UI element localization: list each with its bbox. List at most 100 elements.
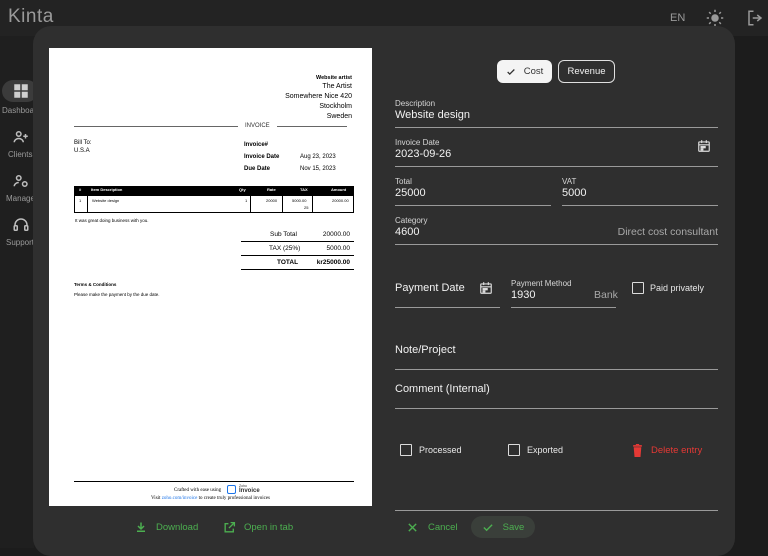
- divider: [74, 126, 238, 127]
- divider: [277, 126, 347, 127]
- invoice-preview[interactable]: Website artist The Artist Somewhere Nice…: [49, 48, 372, 506]
- row-qty: 1: [245, 198, 248, 203]
- processed-label: Processed: [419, 445, 462, 455]
- seller-country: Sweden: [326, 113, 352, 120]
- category-description: Direct cost consultant: [617, 226, 718, 238]
- footer-divider: [74, 481, 354, 482]
- column-header: Rate: [267, 187, 276, 192]
- footer-visit: Visit zoho.com/invoice to create truly p…: [151, 496, 270, 501]
- note-underline: [395, 369, 718, 370]
- exported-label: Exported: [527, 445, 564, 455]
- comment-input[interactable]: Comment (Internal): [395, 383, 490, 395]
- tax-value: 5000.00: [326, 245, 351, 252]
- table-header: [74, 186, 354, 195]
- logout-icon[interactable]: [746, 9, 764, 27]
- vat-underline: [562, 205, 718, 206]
- invoice-heading: INVOICE: [245, 123, 270, 129]
- type-cost-button[interactable]: Cost: [497, 60, 552, 83]
- payment-date-underline: [395, 307, 500, 308]
- row-tax: 5000.00: [292, 198, 307, 203]
- divider: [241, 255, 354, 256]
- trash-icon: [633, 443, 642, 457]
- subtotal-label: Sub Total: [270, 231, 297, 238]
- category-label: Category: [395, 216, 428, 225]
- due-date-value: Nov 15, 2023: [300, 166, 336, 172]
- manage-icon: [13, 175, 28, 187]
- open-external-icon: [224, 521, 236, 533]
- row-description: Website design: [92, 198, 120, 203]
- exported-checkbox[interactable]: [508, 444, 520, 456]
- invoice-date-value: Aug 23, 2023: [300, 154, 336, 160]
- payment-date-input[interactable]: Payment Date: [395, 282, 465, 294]
- seller-contact: The Artist: [322, 83, 352, 90]
- divider: [241, 269, 354, 270]
- sidebar-item-label: Manage: [6, 194, 35, 203]
- column-header: Qty: [239, 187, 246, 192]
- total-label: Total: [395, 177, 412, 186]
- language-selector[interactable]: EN: [670, 12, 686, 24]
- comment-underline: [395, 408, 718, 409]
- download-button[interactable]: Download: [135, 519, 198, 535]
- row-rate: 20000: [266, 198, 278, 203]
- calendar-icon[interactable]: [479, 281, 493, 295]
- footer-crafted: Crafted with ease using: [174, 488, 222, 493]
- entry-form: Cost Revenue Description Website design …: [395, 26, 735, 556]
- seller-name: Website artist: [316, 75, 352, 81]
- tax-label: TAX (25%): [269, 245, 301, 252]
- calendar-icon[interactable]: [697, 139, 711, 153]
- form-bottom-divider: [395, 510, 718, 511]
- footer-link[interactable]: zoho.com/invoice: [161, 496, 198, 501]
- description-label: Description: [395, 99, 436, 108]
- subtotal-value: 20000.00: [322, 231, 350, 238]
- entry-modal: Website artist The Artist Somewhere Nice…: [33, 26, 735, 556]
- description-input[interactable]: Website design: [395, 109, 471, 121]
- column-header: TAX: [300, 187, 308, 192]
- column-header: Amount: [331, 187, 347, 192]
- save-button[interactable]: Save: [471, 516, 535, 538]
- check-icon: [506, 68, 515, 75]
- paid-privately-checkbox[interactable]: [632, 282, 644, 294]
- payment-method-underline: [511, 307, 616, 308]
- sidebar-active-highlight: [2, 80, 38, 102]
- bill-to-value: U.S.A: [74, 148, 90, 154]
- invoice-date-underline: [395, 166, 718, 167]
- paid-privately-label: Paid privately: [650, 283, 705, 293]
- invoice-note: It was great doing business with you.: [75, 218, 149, 223]
- processed-checkbox[interactable]: [400, 444, 412, 456]
- open-in-tab-button[interactable]: Open in tab: [223, 519, 293, 535]
- close-icon: [408, 522, 417, 532]
- sidebar-item-label: Dashboa: [2, 106, 35, 115]
- invoice-number-label: Invoice#: [244, 142, 269, 148]
- vat-input[interactable]: 5000: [562, 187, 587, 199]
- note-project-input[interactable]: Note/Project: [395, 344, 456, 356]
- check-icon: [483, 523, 493, 531]
- type-revenue-button[interactable]: Revenue: [558, 60, 615, 83]
- row-tax-percent: 25: [304, 205, 309, 210]
- table-row: 1 Website design 1 20000 5000.00 25 2000…: [74, 195, 354, 213]
- app-logo[interactable]: Kinta: [8, 6, 54, 27]
- sidebar: Dashboa Clients Manage Support: [0, 36, 38, 548]
- payment-method-description: Bank: [594, 289, 618, 301]
- total-value: kr25000.00: [316, 259, 350, 266]
- payment-method-label: Payment Method: [511, 279, 572, 288]
- invoice-date-label: Invoice Date: [244, 154, 280, 160]
- sidebar-item-label: Clients: [8, 150, 33, 159]
- seller-city: Stockholm: [319, 103, 352, 110]
- row-number: 1: [79, 198, 82, 203]
- payment-method-input[interactable]: 1930: [511, 289, 536, 301]
- zoho-logo-icon: [227, 485, 236, 494]
- support-icon: [13, 218, 29, 231]
- column-header: Item Description: [91, 187, 123, 192]
- delete-entry-button[interactable]: Delete entry: [632, 443, 702, 457]
- divider: [241, 241, 354, 242]
- row-amount: 20000.00: [332, 198, 349, 203]
- dashboard-icon: [14, 84, 28, 98]
- due-date-label: Due Date: [244, 166, 271, 172]
- column-header: #: [79, 187, 82, 192]
- sun-icon[interactable]: [706, 9, 724, 27]
- cancel-button[interactable]: Cancel: [407, 520, 458, 534]
- invoice-date-input[interactable]: 2023-09-26: [395, 148, 452, 160]
- description-underline: [395, 127, 718, 128]
- total-input[interactable]: 25000: [395, 187, 426, 199]
- category-input[interactable]: 4600: [395, 226, 420, 238]
